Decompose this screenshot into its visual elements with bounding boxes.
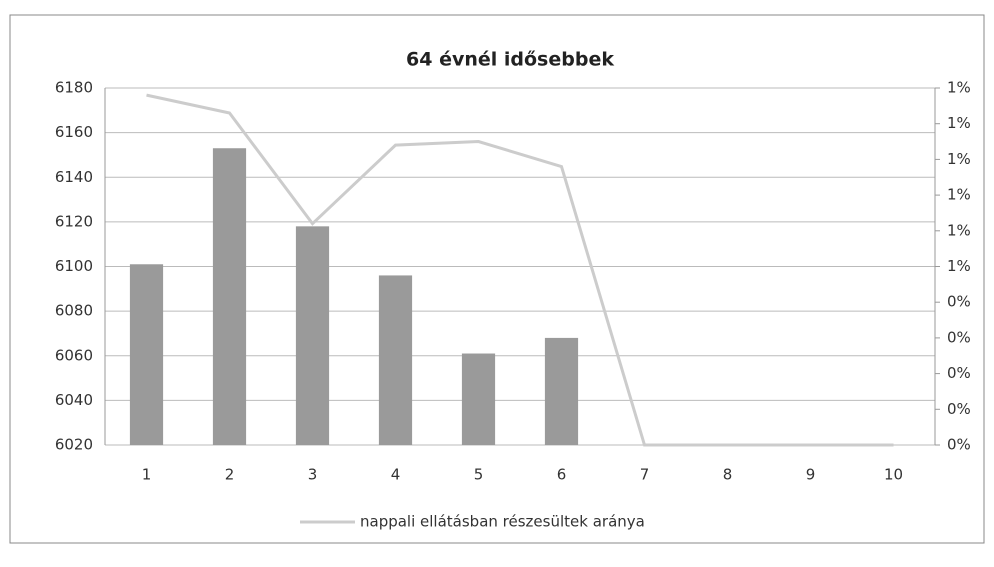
y2-tick-label: 1% — [947, 221, 971, 239]
y-tick-label: 6180 — [55, 79, 93, 97]
y-tick-label: 6060 — [55, 346, 93, 364]
y2-tick-label: 1% — [947, 114, 971, 132]
chart-title: 64 évnél idősebbek — [406, 49, 614, 71]
x-tick-label: 3 — [308, 466, 318, 484]
legend-label: nappali ellátásban részesültek aránya — [360, 513, 645, 531]
y2-tick-label: 0% — [947, 293, 971, 311]
y-tick-label: 6160 — [55, 123, 93, 141]
y2-tick-label: 1% — [947, 186, 971, 204]
y-tick-label: 6140 — [55, 168, 93, 186]
bar — [295, 226, 330, 445]
x-tick-label: 2 — [225, 466, 235, 484]
bar — [129, 264, 164, 445]
y-tick-label: 6120 — [55, 212, 93, 230]
y2-tick-label: 1% — [947, 79, 971, 97]
bar — [212, 148, 247, 445]
bar — [544, 337, 579, 445]
y2-tick-label: 1% — [947, 150, 971, 168]
x-tick-label: 8 — [723, 466, 733, 484]
x-tick-label: 7 — [640, 466, 650, 484]
chart-frame — [9, 14, 985, 544]
x-tick-label: 4 — [391, 466, 401, 484]
y2-tick-label: 0% — [947, 328, 971, 346]
y2-tick-label: 0% — [947, 364, 971, 382]
x-tick-label: 5 — [474, 466, 484, 484]
y-tick-label: 6020 — [55, 436, 93, 454]
bar — [378, 275, 413, 445]
y2-tick-label: 0% — [947, 400, 971, 418]
y2-tick-label: 1% — [947, 257, 971, 275]
y2-tick-label: 0% — [947, 436, 971, 454]
y-tick-label: 6040 — [55, 391, 93, 409]
y-tick-label: 6100 — [55, 257, 93, 275]
x-tick-label: 1 — [142, 466, 152, 484]
bar — [461, 353, 496, 445]
x-tick-label: 9 — [806, 466, 816, 484]
line — [146, 93, 894, 447]
y-tick-label: 6080 — [55, 302, 93, 320]
x-tick-label: 10 — [884, 466, 903, 484]
x-tick-label: 6 — [557, 466, 567, 484]
